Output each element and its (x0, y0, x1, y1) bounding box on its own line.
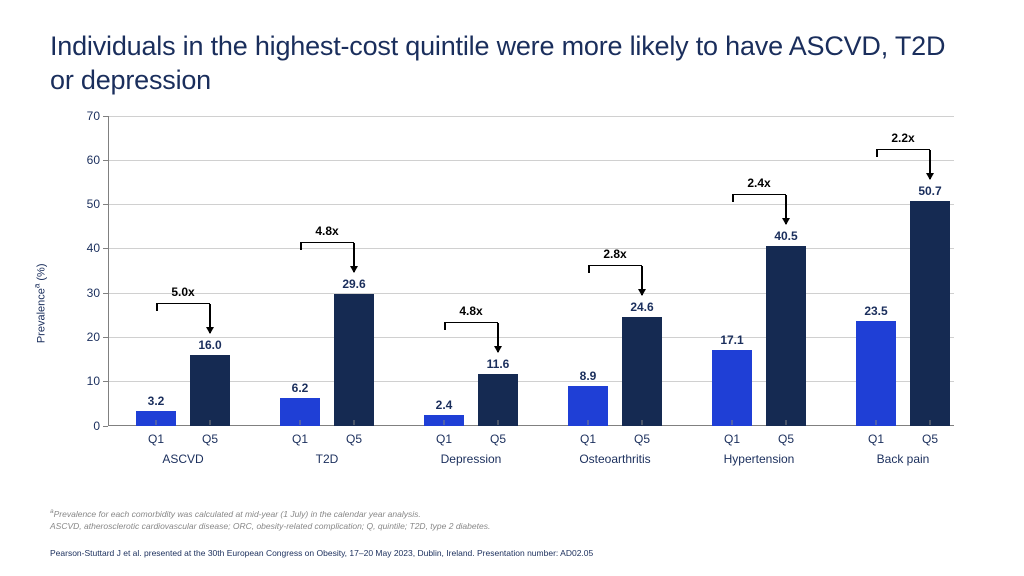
ratio-bracket (588, 265, 642, 266)
ratio-label: 4.8x (459, 304, 482, 318)
ratio-bracket (876, 149, 930, 150)
bar-q5: 16.0 (190, 355, 230, 426)
ratio-label: 2.2x (891, 131, 914, 145)
bar-q1: 23.5 (856, 321, 896, 425)
bar-value-label: 24.6 (630, 300, 653, 317)
bar-q5: 29.6 (334, 294, 374, 425)
gridline (108, 381, 954, 382)
arrow-down-icon (353, 243, 355, 272)
bar-value-label: 17.1 (720, 333, 743, 350)
bar-q5: 11.6 (478, 374, 518, 425)
category-label: Depression (401, 426, 541, 466)
gridline (108, 293, 954, 294)
arrow-down-icon (929, 150, 931, 179)
bar-value-label: 11.6 (487, 357, 510, 374)
category-label: Back pain (833, 426, 973, 466)
ratio-bracket (300, 242, 354, 243)
ratio-label: 2.4x (747, 176, 770, 190)
ratio-label: 4.8x (315, 224, 338, 238)
ratio-label: 5.0x (171, 285, 194, 299)
slide-title: Individuals in the highest-cost quintile… (50, 30, 974, 98)
gridline (108, 248, 954, 249)
category-label: ASCVD (113, 426, 253, 466)
y-axis-label: Prevalencea (%) (33, 263, 48, 343)
bar-q5: 24.6 (622, 317, 662, 426)
arrow-down-icon (209, 304, 211, 333)
bar-value-label: 23.5 (864, 304, 887, 321)
bar-value-label: 29.6 (342, 277, 365, 294)
citation: Pearson-Stuttard J et al. presented at t… (50, 548, 593, 558)
footnote: aPrevalence for each comorbidity was cal… (50, 508, 490, 532)
gridline (108, 204, 954, 205)
ratio-bracket (444, 322, 498, 323)
category-label: Osteoarthritis (545, 426, 685, 466)
chart-container: Prevalencea (%) 0102030405060703.216.0Q1… (54, 116, 974, 476)
ratio-bracket (732, 194, 786, 195)
gridline (108, 116, 954, 117)
bar-q1: 17.1 (712, 350, 752, 426)
arrow-down-icon (497, 323, 499, 352)
plot-area: 0102030405060703.216.0Q1Q5ASCVD5.0x6.229… (108, 116, 954, 426)
bar-q5: 40.5 (766, 246, 806, 425)
bar-value-label: 6.2 (292, 381, 309, 398)
gridline (108, 160, 954, 161)
bar-value-label: 50.7 (918, 184, 941, 201)
arrow-down-icon (641, 266, 643, 295)
category-label: Hypertension (689, 426, 829, 466)
bar-q5: 50.7 (910, 201, 950, 426)
gridline (108, 337, 954, 338)
bar-value-label: 16.0 (198, 338, 221, 355)
bar-value-label: 2.4 (436, 398, 453, 415)
category-label: T2D (257, 426, 397, 466)
arrow-down-icon (785, 195, 787, 224)
bar-value-label: 3.2 (148, 394, 165, 411)
bar-value-label: 40.5 (774, 229, 797, 246)
ratio-bracket (156, 303, 210, 304)
ratio-label: 2.8x (603, 247, 626, 261)
bar-value-label: 8.9 (580, 369, 597, 386)
